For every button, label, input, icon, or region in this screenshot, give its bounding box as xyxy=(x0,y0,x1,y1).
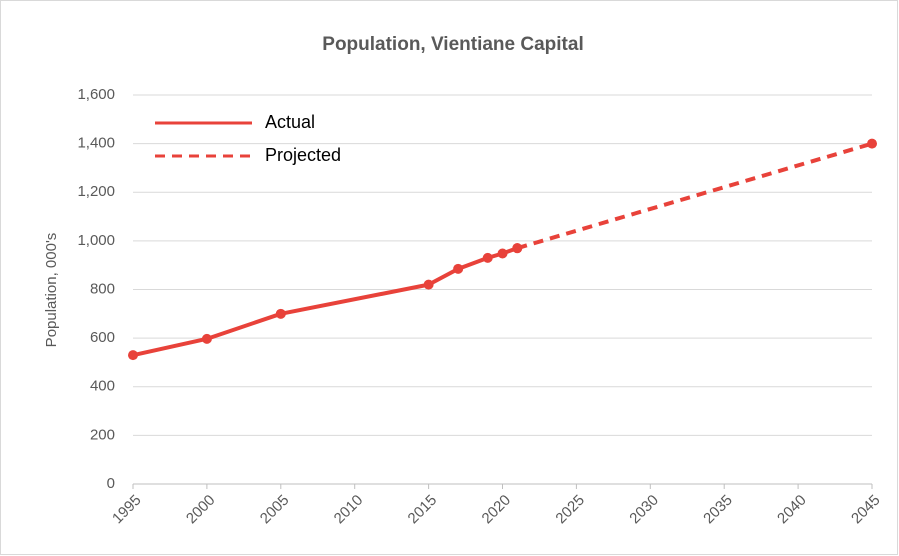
point xyxy=(497,248,508,259)
y-tick-label: 1,200 xyxy=(77,183,115,200)
legend-label: Actual xyxy=(265,112,315,132)
point xyxy=(867,138,877,149)
y-tick-label: 800 xyxy=(90,280,115,297)
y-tick-label: 1,000 xyxy=(77,232,115,249)
legend-label: Projected xyxy=(265,145,341,165)
y-tick-label: 200 xyxy=(90,426,115,443)
point xyxy=(512,243,523,254)
chart-title: Population, Vientiane Capital xyxy=(322,34,583,55)
point xyxy=(128,350,138,361)
point xyxy=(275,308,286,319)
series-line xyxy=(516,141,873,251)
point xyxy=(201,333,212,344)
y-tick-label: 0 xyxy=(107,475,115,492)
point xyxy=(423,279,434,290)
y-axis-title: Population, 000's xyxy=(43,233,60,348)
y-tick-label: 600 xyxy=(90,329,115,346)
y-tick-label: 1,400 xyxy=(77,135,115,152)
point xyxy=(453,263,464,274)
y-tick-label: 400 xyxy=(90,378,115,395)
y-tick-label: 1,600 xyxy=(77,86,115,103)
point xyxy=(482,252,493,263)
